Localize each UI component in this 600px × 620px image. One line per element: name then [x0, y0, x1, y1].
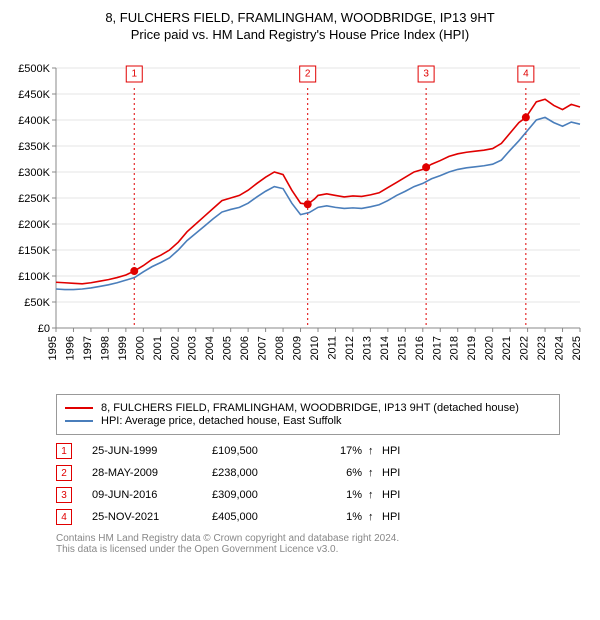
transaction-marker: 2 — [56, 465, 72, 481]
svg-text:2025: 2025 — [571, 336, 583, 360]
transaction-vs-label: HPI — [382, 445, 400, 457]
svg-text:3: 3 — [423, 69, 429, 80]
svg-text:£150K: £150K — [18, 245, 50, 257]
transaction-vs-label: HPI — [382, 489, 400, 501]
price-chart: £0 £50K £100K £150K £200K £250K £300K £350K £400… — [10, 48, 590, 388]
transaction-vs-label: HPI — [382, 467, 400, 479]
transaction-date: 28-MAY-2009 — [92, 467, 212, 479]
svg-text:2011: 2011 — [326, 336, 338, 360]
svg-text:£250K: £250K — [18, 193, 50, 205]
svg-text:2017: 2017 — [431, 336, 443, 360]
svg-text:2006: 2006 — [239, 336, 251, 360]
svg-text:2012: 2012 — [344, 336, 356, 360]
transactions-table: 125-JUN-1999£109,50017%↑HPI228-MAY-2009£… — [56, 443, 560, 525]
svg-text:1: 1 — [131, 69, 137, 80]
svg-text:2021: 2021 — [501, 336, 513, 360]
svg-text:2014: 2014 — [379, 336, 391, 360]
svg-text:2008: 2008 — [274, 336, 286, 360]
transaction-marker: 3 — [56, 487, 72, 503]
transaction-pct: 1% — [312, 489, 362, 501]
legend: 8, FULCHERS FIELD, FRAMLINGHAM, WOODBRID… — [56, 394, 560, 435]
attribution-footer: Contains HM Land Registry data © Crown c… — [56, 533, 560, 555]
svg-text:£350K: £350K — [18, 141, 50, 153]
svg-text:2022: 2022 — [519, 336, 531, 360]
svg-text:£300K: £300K — [18, 167, 50, 179]
svg-text:2004: 2004 — [204, 336, 216, 360]
svg-text:2005: 2005 — [222, 336, 234, 360]
transaction-marker: 4 — [56, 509, 72, 525]
legend-swatch — [65, 420, 93, 422]
transaction-price: £309,000 — [212, 489, 312, 501]
svg-text:2001: 2001 — [152, 336, 164, 360]
transaction-price: £238,000 — [212, 467, 312, 479]
svg-text:2010: 2010 — [309, 336, 321, 360]
up-arrow-icon: ↑ — [368, 467, 382, 479]
transaction-row: 1 25-JUN-1999£109,50017% ↑HPI — [56, 443, 560, 459]
svg-text:1999: 1999 — [117, 336, 129, 360]
transaction-pct: 6% — [312, 467, 362, 479]
transaction-date: 25-NOV-2021 — [92, 511, 212, 523]
up-arrow-icon: ↑ — [368, 445, 382, 457]
transaction-date: 09-JUN-2016 — [92, 489, 212, 501]
svg-text:£400K: £400K — [18, 115, 50, 127]
svg-text:4: 4 — [523, 69, 529, 80]
svg-text:2000: 2000 — [134, 336, 146, 360]
svg-text:£50K: £50K — [24, 297, 50, 309]
up-arrow-icon: ↑ — [368, 489, 382, 501]
transaction-pct: 17% — [312, 445, 362, 457]
svg-text:2024: 2024 — [554, 336, 566, 360]
legend-item-hpi: HPI: Average price, detached house, East… — [65, 415, 551, 427]
svg-text:£100K: £100K — [18, 271, 50, 283]
chart-title-address: 8, FULCHERS FIELD, FRAMLINGHAM, WOODBRID… — [10, 10, 590, 25]
svg-text:2016: 2016 — [414, 336, 426, 360]
transaction-row: 2 28-MAY-2009£238,0006% ↑HPI — [56, 465, 560, 481]
svg-text:1995: 1995 — [47, 336, 59, 360]
svg-text:£200K: £200K — [18, 219, 50, 231]
svg-text:2018: 2018 — [449, 336, 461, 360]
chart-title-sub: Price paid vs. HM Land Registry's House … — [10, 27, 590, 42]
up-arrow-icon: ↑ — [368, 511, 382, 523]
svg-text:£0: £0 — [38, 323, 50, 335]
transaction-date: 25-JUN-1999 — [92, 445, 212, 457]
footer-line: This data is licensed under the Open Gov… — [56, 544, 560, 555]
svg-text:2015: 2015 — [396, 336, 408, 360]
svg-text:2009: 2009 — [292, 336, 304, 360]
transaction-price: £109,500 — [212, 445, 312, 457]
svg-text:2: 2 — [305, 69, 311, 80]
transaction-pct: 1% — [312, 511, 362, 523]
svg-text:1998: 1998 — [99, 336, 111, 360]
legend-swatch — [65, 407, 93, 409]
transaction-row: 3 09-JUN-2016£309,0001% ↑HPI — [56, 487, 560, 503]
footer-line: Contains HM Land Registry data © Crown c… — [56, 533, 560, 544]
transaction-vs-label: HPI — [382, 511, 400, 523]
svg-text:1996: 1996 — [64, 336, 76, 360]
legend-label: 8, FULCHERS FIELD, FRAMLINGHAM, WOODBRID… — [101, 402, 519, 414]
svg-text:2003: 2003 — [187, 336, 199, 360]
svg-text:£450K: £450K — [18, 89, 50, 101]
svg-text:2002: 2002 — [169, 336, 181, 360]
transaction-row: 4 25-NOV-2021£405,0001% ↑HPI — [56, 509, 560, 525]
transaction-price: £405,000 — [212, 511, 312, 523]
svg-text:2023: 2023 — [536, 336, 548, 360]
legend-item-property: 8, FULCHERS FIELD, FRAMLINGHAM, WOODBRID… — [65, 402, 551, 414]
svg-text:2020: 2020 — [484, 336, 496, 360]
svg-text:£500K: £500K — [18, 63, 50, 75]
svg-text:2013: 2013 — [361, 336, 373, 360]
legend-label: HPI: Average price, detached house, East… — [101, 415, 342, 427]
svg-text:2007: 2007 — [257, 336, 269, 360]
svg-text:1997: 1997 — [82, 336, 94, 360]
transaction-marker: 1 — [56, 443, 72, 459]
svg-text:2019: 2019 — [466, 336, 478, 360]
